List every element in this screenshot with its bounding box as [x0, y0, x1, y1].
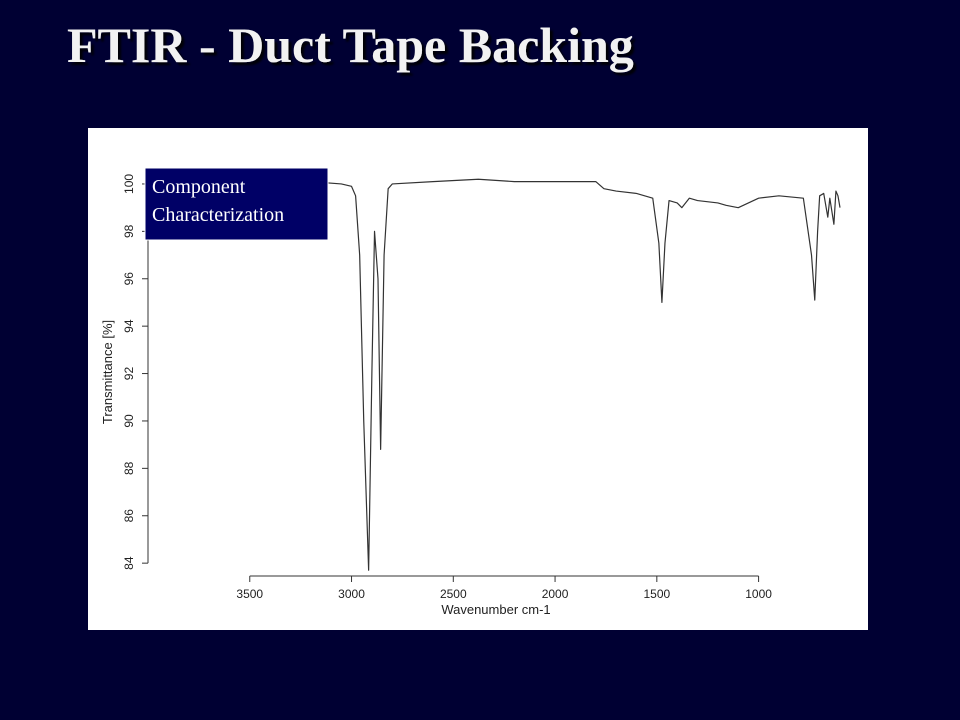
- x-tick-label: 1000: [745, 587, 772, 601]
- annotation: Component Characterization: [152, 176, 285, 226]
- x-tick-label: 2000: [542, 587, 569, 601]
- x-tick-label: 2500: [440, 587, 467, 601]
- plot: 84 86 88 90 92 94 96 98 100 3500 3000 2500 2000 1500 1…: [122, 174, 841, 601]
- y-tick-label: 86: [122, 509, 136, 523]
- x-tick-label: 3500: [236, 587, 263, 601]
- y-tick-label: 100: [122, 174, 136, 194]
- y-tick-label: 92: [122, 367, 136, 381]
- annotation-box: [144, 167, 329, 241]
- y-tick-label: 96: [122, 272, 136, 286]
- y-tick-label: 94: [122, 319, 136, 333]
- x-tick-label: 3000: [338, 587, 365, 601]
- slide-title: FTIR - Duct Tape Backing: [67, 17, 634, 73]
- y-tick-label: 98: [122, 224, 136, 238]
- y-tick-label: 88: [122, 461, 136, 475]
- spectrum-line: [148, 178, 841, 571]
- y-tick-label: 90: [122, 414, 136, 428]
- annotation-wrap: Component Characterization: [152, 176, 285, 226]
- x-axis-label: Wavenumber cm-1: [441, 602, 550, 617]
- x-tick-label: 1500: [643, 587, 670, 601]
- y-axis-label: Transmittance [%]: [100, 320, 115, 424]
- y-tick-label: 84: [122, 556, 136, 570]
